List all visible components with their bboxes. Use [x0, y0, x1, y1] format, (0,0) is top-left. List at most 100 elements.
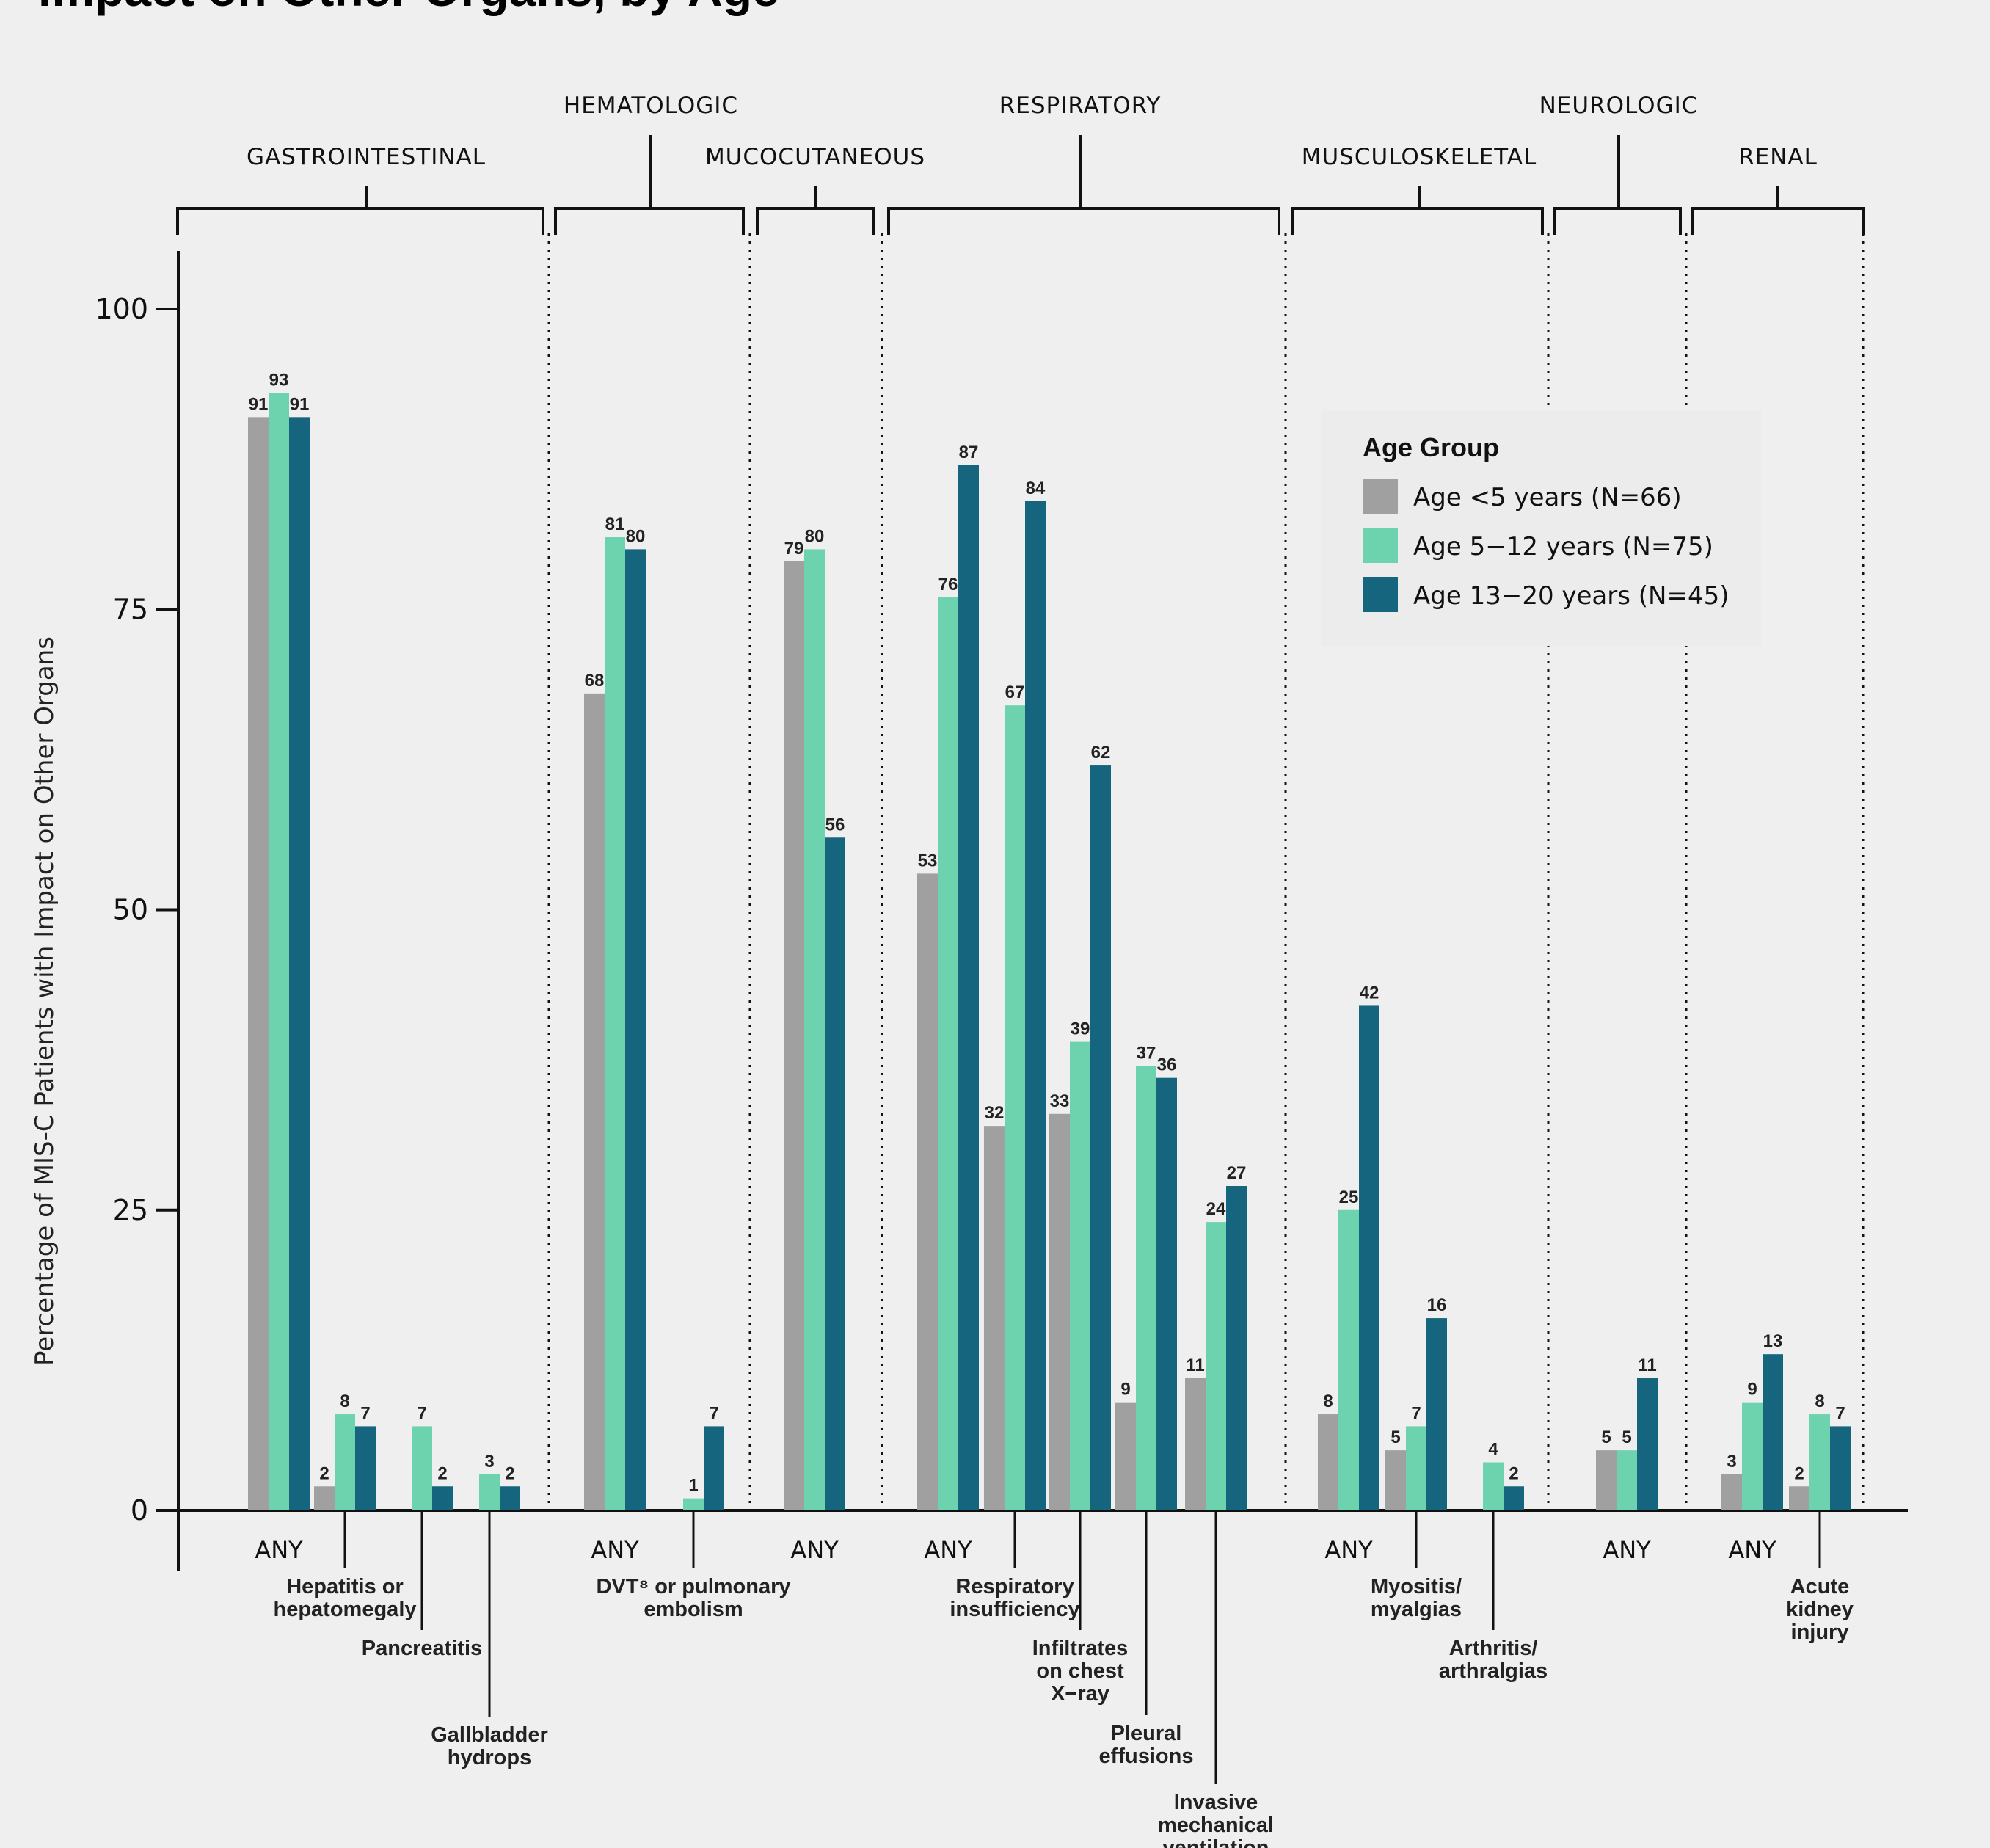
category-label: Gallbladder hydrops	[431, 1723, 548, 1769]
bar	[1596, 1450, 1617, 1510]
legend-item: Age 13−20 years (N=45)	[1413, 581, 1729, 611]
bar	[1318, 1414, 1338, 1510]
bar	[1426, 1318, 1447, 1510]
category-label: DVT⁸ or pulmonary embolism	[596, 1575, 790, 1621]
bar-value-label: 2	[1794, 1463, 1804, 1483]
bar	[1090, 765, 1111, 1510]
bar-value-label: 2	[1509, 1463, 1518, 1483]
group-label: GASTROINTESTINAL	[247, 144, 486, 170]
bar-value-label: 11	[1638, 1356, 1656, 1375]
bar	[1742, 1402, 1763, 1510]
bar-value-label: 5	[1622, 1427, 1631, 1447]
bar	[1185, 1378, 1206, 1510]
category-label: ANY	[255, 1536, 303, 1564]
bar	[1070, 1041, 1090, 1510]
bar-value-label: 9	[1120, 1380, 1130, 1400]
group-label: RESPIRATORY	[999, 92, 1162, 119]
bar	[1763, 1354, 1783, 1510]
bar-value-label: 76	[938, 575, 958, 594]
category-label: Respiratory insufficiency	[950, 1575, 1079, 1621]
group-bracket	[1691, 207, 1865, 235]
bar	[605, 537, 625, 1510]
bar-value-label: 25	[1339, 1187, 1359, 1207]
bar-value-label: 68	[585, 671, 605, 691]
bar	[248, 417, 269, 1510]
bar-value-label: 24	[1206, 1199, 1226, 1219]
y-tick-label: 50	[113, 894, 148, 926]
bar	[1617, 1450, 1637, 1510]
bar	[500, 1486, 520, 1510]
bar-value-label: 7	[1835, 1403, 1845, 1423]
bar	[355, 1426, 376, 1510]
bar-value-label: 7	[1411, 1403, 1421, 1423]
bar-value-label: 5	[1391, 1427, 1400, 1447]
bar-value-label: 80	[626, 526, 646, 546]
y-tick-label: 25	[113, 1194, 148, 1226]
labels: ANY Hepatitis or hepatomegaly Pancreatitis G…	[255, 1512, 1854, 1848]
category-label: Acute kidney injury	[1786, 1575, 1854, 1644]
legend-item: Age 5−12 years (N=75)	[1413, 532, 1713, 561]
bar	[289, 417, 310, 1510]
category-label: ANY	[790, 1536, 839, 1564]
group-label: RENAL	[1738, 144, 1818, 170]
category-label: Pancreatitis	[362, 1637, 482, 1660]
bar-value-label: 87	[959, 443, 979, 462]
legend-item: Age <5 years (N=66)	[1413, 483, 1682, 512]
bar	[1637, 1378, 1658, 1510]
bar-value-label: 8	[340, 1392, 349, 1411]
bar-value-label: 32	[985, 1103, 1005, 1123]
bar-value-label: 7	[417, 1403, 426, 1423]
bar-value-label: 5	[1601, 1427, 1611, 1447]
bar	[1136, 1066, 1156, 1510]
bar-value-label: 91	[249, 394, 269, 414]
bar-value-label: 11	[1186, 1356, 1204, 1375]
bar-value-label: 9	[1747, 1380, 1757, 1400]
bar-value-label: 36	[1157, 1055, 1177, 1075]
bar	[1385, 1450, 1406, 1510]
bar	[1359, 1005, 1379, 1510]
bar-value-label: 7	[360, 1403, 370, 1423]
category-label: Invasive mechanical ventilation	[1158, 1791, 1274, 1848]
legend-swatch	[1363, 479, 1398, 514]
plot-area: 0255075100GASTROINTESTINALHEMATOLOGICMUC…	[95, 92, 1908, 1571]
bar-value-label: 1	[688, 1476, 698, 1496]
bar-value-label: 91	[290, 394, 310, 414]
bar	[584, 693, 605, 1510]
bar	[1226, 1186, 1247, 1510]
bar-value-label: 42	[1360, 983, 1379, 1003]
category-label: Arthritis/arthralgias	[1439, 1637, 1548, 1683]
group-label: NEUROLOGIC	[1539, 92, 1699, 119]
category-label: ANY	[591, 1536, 639, 1564]
category-label: ANY	[1324, 1536, 1373, 1564]
group-label: MUCOCUTANEOUS	[705, 144, 925, 170]
group-bracket	[887, 207, 1280, 235]
bar	[704, 1426, 724, 1510]
bar-value-label: 62	[1091, 743, 1111, 763]
bar-value-label: 39	[1071, 1019, 1090, 1039]
chart-title: Impact on Other Organs, by Age	[38, 0, 779, 16]
bar	[683, 1498, 704, 1510]
bar	[1721, 1474, 1742, 1510]
bar-value-label: 81	[605, 514, 625, 534]
bar	[938, 597, 958, 1510]
group-bracket	[554, 207, 745, 235]
bar	[1789, 1486, 1809, 1510]
bar-value-label: 2	[505, 1463, 514, 1483]
bar	[1830, 1426, 1851, 1510]
bar	[984, 1126, 1005, 1510]
category-label: Hepatitis or hepatomegaly	[274, 1575, 417, 1621]
bar-value-label: 2	[319, 1463, 329, 1483]
bar-value-label: 80	[805, 526, 825, 546]
bar-value-label: 8	[1815, 1392, 1824, 1411]
bar	[1406, 1426, 1426, 1510]
bar	[825, 837, 845, 1510]
y-tick-label: 75	[113, 593, 148, 625]
legend: Age Group Age <5 years (N=66) Age 5−12 yea…	[1321, 411, 1761, 646]
bar-value-label: 33	[1050, 1091, 1070, 1111]
bar	[1025, 501, 1046, 1511]
bar-value-label: 67	[1005, 683, 1025, 702]
bar	[1156, 1077, 1177, 1510]
bar	[1809, 1414, 1830, 1510]
